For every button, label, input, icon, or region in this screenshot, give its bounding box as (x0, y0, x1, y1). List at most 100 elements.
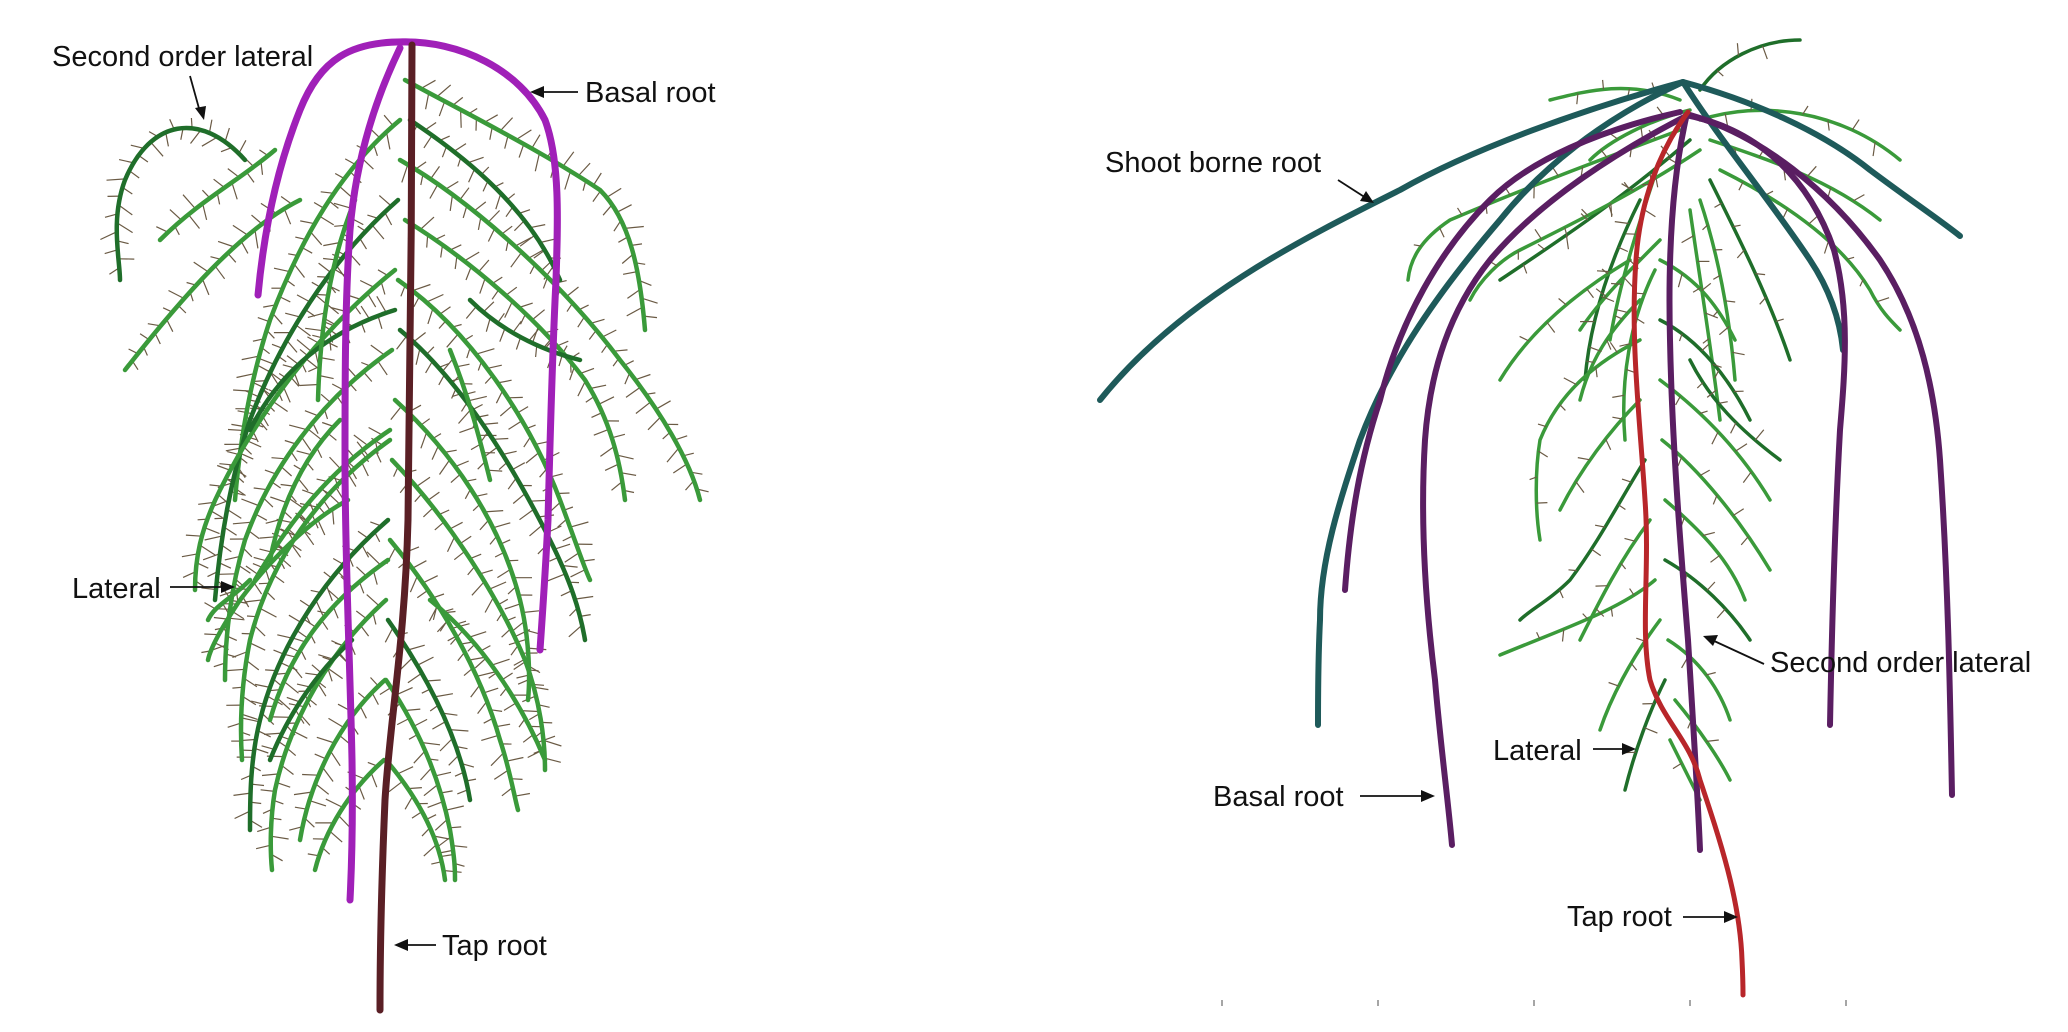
second-order-lateral (329, 830, 343, 843)
lateral-root (1534, 338, 1642, 542)
second-order-lateral (499, 404, 513, 417)
second-order-lateral (315, 599, 324, 616)
second-order-lateral (470, 684, 481, 698)
second-order-lateral (1600, 295, 1615, 303)
second-order-lateral (1724, 113, 1729, 127)
second-order-lateral (1610, 203, 1613, 217)
second-order-lateral (528, 327, 541, 342)
second-order-lateral (377, 315, 383, 329)
second-order-lateral (1702, 224, 1709, 231)
second-order-lateral (305, 327, 323, 332)
lateral-root (267, 417, 343, 563)
second-order-lateral (477, 259, 490, 273)
second-order-lateral (413, 718, 428, 727)
second-order-lateral (493, 769, 509, 780)
second-order-lateral (360, 305, 371, 320)
lateral-root (402, 77, 648, 333)
second-order-lateral (316, 736, 335, 744)
second-order-lateral (1621, 478, 1632, 483)
second-order-lateral (254, 683, 271, 688)
second-order-lateral (309, 800, 327, 807)
second-order-lateral (1505, 188, 1511, 196)
second-order-lateral (512, 492, 526, 504)
arrowhead (530, 86, 544, 98)
second-order-lateral (407, 644, 425, 651)
second-order-lateral (1577, 457, 1591, 461)
second-order-lateral (616, 454, 634, 460)
second-order-lateral (1537, 423, 1547, 428)
second-order-lateral (453, 550, 466, 561)
second-order-lateral (427, 308, 434, 325)
second-order-lateral (264, 732, 283, 735)
second-order-lateral (455, 460, 469, 468)
second-order-lateral (1738, 181, 1744, 191)
second-order-lateral (1636, 292, 1645, 295)
lateral-root (1558, 398, 1642, 512)
label-basal-root-left: Basal root (585, 77, 716, 109)
second-order-lateral (232, 521, 252, 525)
arrow-shoot-borne-root (1337, 179, 1367, 199)
second-order-lateral (165, 132, 169, 147)
second-order-lateral (270, 496, 287, 504)
second-order-lateral (487, 228, 496, 242)
second-order-lateral (420, 766, 433, 781)
second-order-lateral (187, 214, 200, 229)
second-order-lateral (390, 405, 403, 420)
second-order-lateral (1732, 351, 1745, 356)
second-order-lateral (1595, 288, 1607, 297)
lateral-root (1578, 518, 1652, 642)
second-order-lateral (627, 288, 641, 299)
second-order-lateral (302, 773, 319, 776)
second-order-lateral (150, 141, 164, 157)
second-order-lateral (423, 134, 433, 149)
second-order-lateral (240, 240, 249, 254)
lateral-root (1578, 298, 1642, 402)
second-order-lateral (1563, 377, 1577, 386)
second-order-lateral (1732, 508, 1745, 517)
second-order-lateral (420, 431, 428, 449)
second-order-lateral (625, 386, 641, 398)
second-order-lateral (1640, 127, 1643, 138)
lateral-root (212, 197, 401, 603)
lateral-root (1498, 138, 1692, 282)
second-order-lateral (459, 426, 477, 434)
lateral-root (397, 327, 588, 643)
second-order-lateral (241, 355, 260, 361)
second-order-lateral (465, 305, 477, 319)
second-order-lateral (328, 717, 345, 729)
second-order-lateral (291, 664, 303, 679)
second-order-lateral (182, 194, 196, 210)
second-order-lateral (647, 416, 662, 431)
second-order-lateral (534, 152, 541, 172)
second-order-lateral (487, 210, 501, 223)
second-order-lateral (672, 463, 688, 474)
second-order-lateral (1827, 120, 1830, 131)
second-order-lateral (226, 508, 242, 519)
second-order-lateral (1851, 119, 1860, 131)
second-order-lateral (488, 581, 507, 590)
second-order-lateral (1806, 165, 1817, 177)
second-order-lateral (568, 624, 583, 638)
second-order-lateral (421, 741, 441, 746)
second-order-lateral (223, 526, 237, 536)
second-order-lateral (569, 521, 589, 528)
second-order-lateral (388, 780, 404, 793)
second-order-lateral (367, 293, 377, 308)
second-order-lateral (600, 445, 615, 457)
second-order-lateral (473, 201, 487, 212)
lateral-root (1698, 198, 1737, 382)
second-order-lateral (436, 84, 452, 98)
second-order-lateral (481, 734, 499, 741)
second-order-lateral (484, 114, 498, 123)
second-order-lateral (434, 693, 454, 698)
second-order-lateral (377, 360, 388, 376)
second-order-lateral (468, 168, 476, 183)
second-order-lateral (318, 654, 334, 660)
lateral-root (1498, 578, 1657, 657)
second-order-lateral (468, 656, 485, 661)
second-order-lateral (423, 783, 439, 797)
second-order-lateral (1677, 456, 1683, 467)
second-order-lateral (273, 267, 291, 273)
left-lateral-roots (114, 77, 703, 883)
